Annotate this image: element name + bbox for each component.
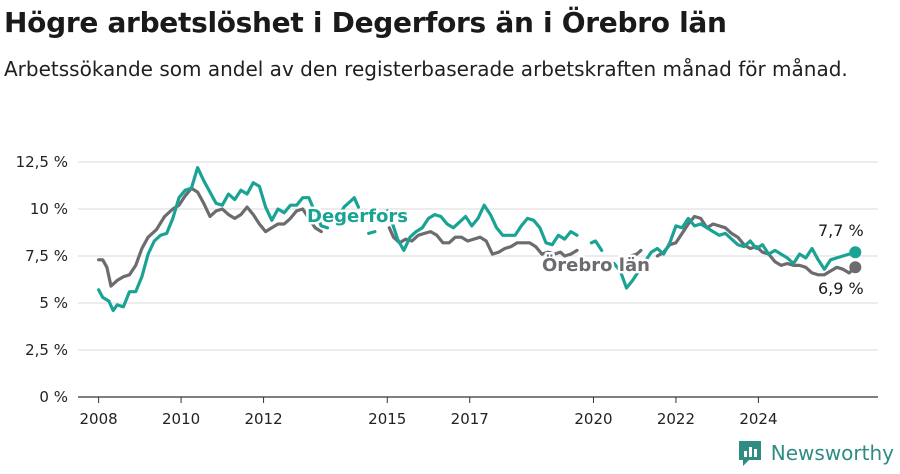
series-line-degerfors: [367, 230, 377, 235]
brand-name: Newsworthy: [770, 441, 894, 465]
series-lines: [97, 166, 862, 313]
y-tick-label: 2,5 %: [25, 341, 68, 359]
degerfors-series-label: Degerfors: [307, 206, 408, 227]
chart-title: Högre arbetslöshet i Degerfors än i Öreb…: [4, 6, 727, 39]
orebro-lan-series-label-halo: Örebro län: [542, 254, 650, 276]
y-axis-ticks: 0 % 2,5 % 5 % 7,5 % 10 % 12,5 %: [16, 153, 68, 406]
series-line-orebro-lan: [629, 248, 643, 258]
brand-logo: Newsworthy: [735, 438, 894, 468]
x-tick-label: 2024: [739, 410, 777, 428]
orebro-lan-series-label: Örebro län: [542, 254, 650, 276]
y-tick-label: 5 %: [39, 294, 68, 312]
orebro-lan-end-label: 6,9 %: [818, 279, 864, 298]
y-tick-label: 12,5 %: [16, 153, 68, 171]
end-point-orebro-lan: [849, 261, 862, 274]
chart-subtitle: Arbetssökande som andel av den registerb…: [4, 57, 848, 81]
series-line-degerfors: [385, 203, 579, 252]
newsworthy-logo-icon: [738, 441, 761, 466]
degerfors-end-label: 7,7 %: [818, 221, 864, 240]
x-tick-label: 2022: [657, 410, 695, 428]
x-tick-label: 2010: [162, 410, 200, 428]
x-tick-label: 2008: [80, 410, 118, 428]
y-tick-label: 7,5 %: [25, 247, 68, 265]
end-point-degerfors: [849, 246, 862, 259]
y-tick-label: 10 %: [30, 200, 68, 218]
series-line-degerfors: [612, 216, 857, 290]
x-tick-label: 2012: [244, 410, 282, 428]
x-tick-label: 2020: [574, 410, 612, 428]
series-line-degerfors: [338, 196, 360, 217]
series-line-orebro-lan: [387, 226, 579, 258]
gridlines: [78, 161, 878, 351]
series-line-degerfors: [97, 166, 330, 313]
x-tick-label: 2015: [368, 410, 406, 428]
degerfors-series-label-halo: Degerfors: [307, 206, 408, 227]
y-tick-label: 0 %: [39, 388, 68, 406]
x-axis: 2008 2010 2012 2015 2017 2020 2022 2024: [78, 396, 878, 428]
series-line-orebro-lan: [97, 186, 323, 288]
series-line-degerfors: [589, 239, 604, 252]
x-tick-label: 2017: [451, 410, 489, 428]
